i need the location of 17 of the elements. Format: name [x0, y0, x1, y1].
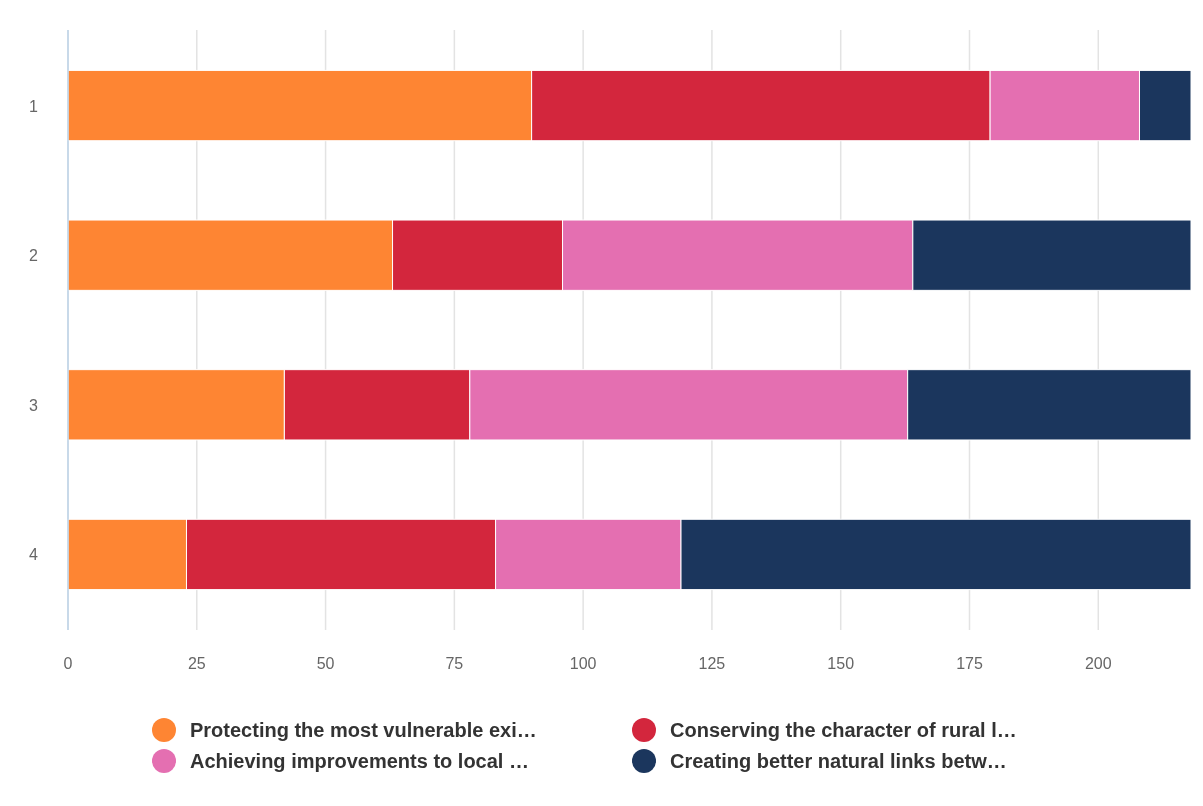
legend-label: Creating better natural links betw… [670, 750, 1007, 772]
y-tick-label: 3 [29, 396, 39, 414]
x-tick-label: 150 [827, 655, 855, 672]
x-tick-label: 175 [956, 655, 983, 672]
legend-label: Protecting the most vulnerable exi… [190, 719, 537, 741]
x-tick-label: 0 [63, 655, 73, 672]
x-tick-label: 75 [445, 655, 464, 672]
x-tick-label: 125 [698, 655, 726, 672]
legend-label: Achieving improvements to local … [190, 750, 529, 772]
x-tick-label: 100 [569, 655, 597, 672]
y-tick-label: 1 [29, 97, 39, 115]
y-tick-label: 4 [29, 546, 39, 564]
x-tick-label: 25 [187, 655, 206, 672]
x-tick-label: 50 [316, 655, 335, 672]
x-tick-label: 200 [1084, 655, 1112, 672]
legend-label: Conserving the character of rural l… [670, 719, 1017, 741]
y-tick-label: 2 [29, 247, 39, 265]
